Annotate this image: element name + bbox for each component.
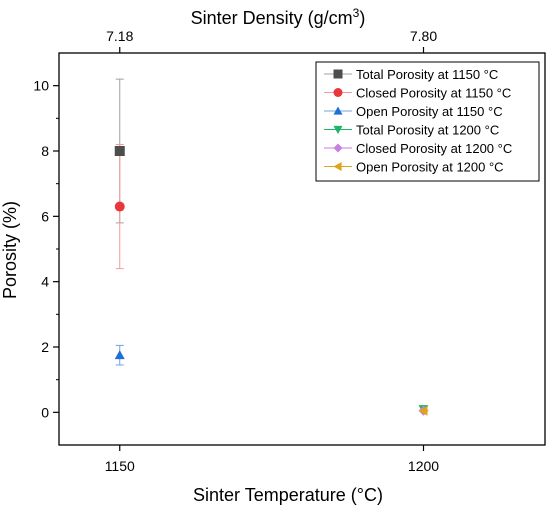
legend-label: Total Porosity at 1150 °C — [356, 67, 498, 82]
legend-marker — [333, 106, 343, 115]
legend-label: Closed Porosity at 1200 °C — [356, 141, 512, 156]
legend-marker — [333, 162, 342, 171]
y-tick-label: 6 — [41, 208, 49, 224]
legend-marker — [333, 69, 343, 79]
legend-marker — [333, 125, 343, 134]
legend-marker — [333, 143, 343, 153]
legend: Total Porosity at 1150 °C Closed Porosity… — [315, 61, 540, 182]
x-tick-label: 1200 — [408, 458, 439, 474]
y-tick-label: 4 — [41, 274, 49, 290]
legend-marker — [333, 88, 343, 97]
data-point — [418, 405, 428, 416]
legend-label: Closed Porosity at 1150 °C — [356, 86, 511, 101]
data-point — [114, 350, 125, 360]
x-axis-title: Sinter Temperature (°C) — [193, 485, 383, 505]
top-tick-label: 7.80 — [410, 28, 437, 44]
legend-label: Total Porosity at 1200 °C — [356, 123, 499, 138]
legend-box — [315, 61, 540, 182]
y-axis-title: Porosity (%) — [0, 201, 20, 299]
y-tick-label: 0 — [41, 404, 49, 420]
data-point — [114, 146, 125, 156]
y-tick-label: 10 — [33, 78, 49, 94]
y-tick-label: 8 — [41, 143, 49, 159]
x-tick-label: 1150 — [105, 458, 135, 474]
top-tick-label: 7.18 — [106, 28, 133, 44]
data-point — [114, 201, 125, 212]
y-tick-label: 2 — [41, 339, 49, 355]
top-axis-title: Sinter Density (g/cm3) — [191, 6, 366, 28]
legend-label: Open Porosity at 1200 °C — [356, 160, 504, 175]
legend-label: Open Porosity at 1150 °C — [356, 104, 503, 119]
